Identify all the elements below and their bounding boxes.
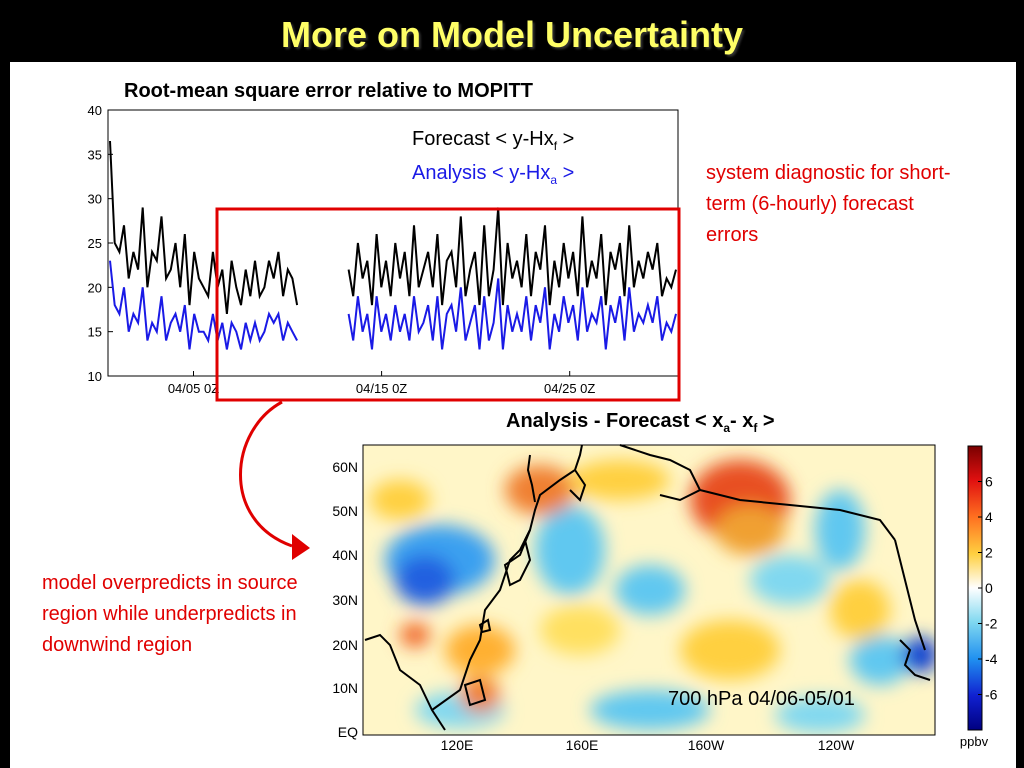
legend-forecast-text: Forecast < y-Hx [412,128,554,150]
map-title-text: Analysis - Forecast < x [506,410,724,432]
map-level-date-label: 700 hPa 04/06-05/01 [668,688,855,710]
field-blob [775,697,865,733]
colorbar-unit: ppbv [960,734,989,749]
timeseries-legend: Forecast < y-Hxf > Analysis < y-Hxa > [412,126,574,194]
timeseries-title: Root-mean square error relative to MOPIT… [124,80,533,102]
field-blob [902,637,935,673]
colorbar-tick-label: 6 [985,474,993,490]
field-blob [590,690,710,730]
field-blob [750,555,830,605]
legend-analysis-text: Analysis < y-Hx [412,162,551,184]
legend-analysis: Analysis < y-Hxa > [412,160,574,194]
field-blob [615,565,685,615]
field-blob [505,465,575,515]
colorbar-ticks: 6 4 2 0 -2 -4 -6 [978,474,998,703]
field-blob [715,505,785,555]
coastlines [364,444,931,731]
field-blob [570,460,670,500]
map-lon-label: 160W [688,737,725,750]
map-title: Analysis - Forecast < xa- xf > [506,410,775,435]
asia-east-coast [431,444,583,711]
map-lon-label: 120W [818,737,855,750]
colorbar-tick-label: -4 [985,651,998,667]
y-tick-label: 10 [88,369,102,384]
legend-forecast-suffix: > [557,128,575,150]
y-tick-label: 35 [88,147,102,162]
kamchatka [569,469,587,502]
map-lat-label: EQ [338,724,358,740]
legend-forecast: Forecast < y-Hxf > [412,126,574,160]
map-frame [362,444,936,736]
legend-analysis-sub: a [550,173,558,187]
map-lon-label: 120E [441,737,474,750]
plot-frame [107,109,679,377]
map-lat-label: 40N [332,547,358,563]
field-blob [370,480,430,520]
taiwan [478,618,492,634]
forecast-error-note: system diagnostic for short-term (6-hour… [706,162,951,246]
map-lon-label: 160E [566,737,599,750]
na-west-coast [894,539,926,651]
model-bias-note: model overpredicts in source region whil… [42,572,298,656]
philippines [463,678,487,707]
map-ylabels: 60N 50N 40N 30N 20N 10N EQ [332,459,358,740]
field-blob [445,625,515,675]
field-blob [815,490,865,570]
y-tick-label: 25 [88,236,102,251]
map-lat-label: 10N [332,680,358,696]
field-blob [680,620,780,680]
x-tick-label: 04/25 0Z [544,381,595,396]
y-tick-label: 15 [88,325,102,340]
map-xlabels: 120E 160E 160W 120W [441,737,855,750]
timeseries-chart: 40 35 30 25 20 15 10 04/05 0Z 04/15 0Z 04/25 0Z [88,103,679,396]
x-tick-label: 04/15 0Z [356,381,407,396]
baja [899,639,931,681]
map-lat-label: 30N [332,592,358,608]
map-title-sub-a: a [723,421,731,435]
map-lat-label: 60N [332,459,358,475]
map-title-sub-f: f [753,421,758,435]
colorbar: 6 4 2 0 -2 -4 -6 ppbv [960,445,998,749]
alaska-south [699,489,896,541]
x-tick-label: 04/05 0Z [168,381,219,396]
legend-forecast-sub: f [553,139,558,153]
y-tick-label: 30 [88,192,102,207]
map-lat-label: 20N [332,637,358,653]
map-title-suffix: > [757,410,775,432]
field-blob [395,555,455,605]
difference-map: 60N 50N 40N 30N 20N 10N EQ 120E 160E 160W 120W [332,444,936,750]
colorbar-tick-label: -6 [985,687,998,703]
japan [503,529,532,587]
y-tick-label: 40 [88,103,102,118]
field-blob [540,605,620,655]
field-blob [535,505,605,595]
map-lat-label: 50N [332,503,358,519]
sakhalin [526,454,536,503]
slide-title: More on Model Uncertainty [280,14,744,55]
legend-analysis-suffix: > [557,162,575,184]
alaska-west [619,444,702,502]
map-title-mid: - x [730,410,754,432]
field-blob [400,623,430,647]
field-blob [850,635,910,685]
colorbar-tick-label: -2 [985,616,998,632]
colorbar-tick-label: 4 [985,509,993,525]
field-blob [830,580,890,640]
colorbar-tick-label: 0 [985,580,993,596]
y-tick-label: 20 [88,280,102,295]
colorbar-tick-label: 2 [985,545,993,561]
